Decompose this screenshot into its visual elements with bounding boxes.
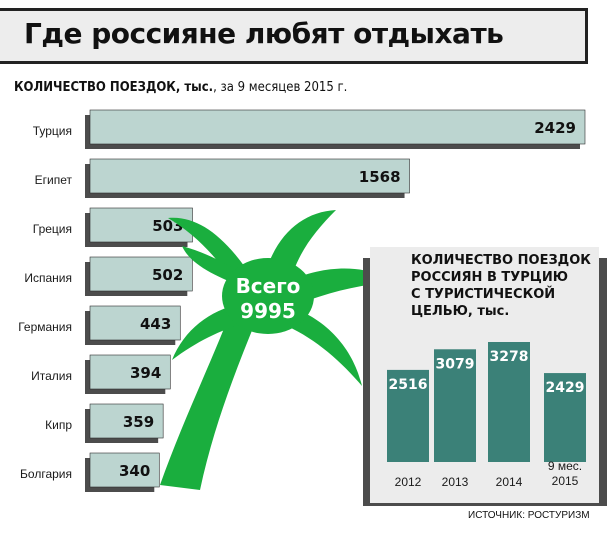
total-label-word: Всего — [236, 274, 301, 298]
total-label-value: 9995 — [240, 299, 296, 323]
inset-bar — [544, 373, 586, 462]
inset-title-line: РОССИЯН В ТУРЦИЮ — [411, 270, 568, 285]
category-label: Испания — [24, 271, 72, 285]
inset-category-label: 2013 — [442, 475, 469, 489]
subtitle-main: КОЛИЧЕСТВО ПОЕЗДОК, тыс. — [14, 80, 214, 95]
category-label: Германия — [18, 320, 72, 334]
bar — [89, 403, 164, 439]
palm-frond — [282, 306, 362, 386]
inset-value-label: 2429 — [546, 380, 585, 396]
value-label: 502 — [152, 266, 183, 284]
bar — [89, 305, 181, 341]
source-note: ИСТОЧНИК: РОСТУРИЗМ — [468, 510, 590, 521]
inset-bar — [387, 369, 429, 462]
subtitle-period: , за 9 месяцев 2015 г. — [213, 80, 348, 95]
inset-bar-group: 2516 2012 — [387, 369, 429, 489]
bar-row: Кипр 359 — [45, 403, 164, 443]
inset-category-label: 2015 — [552, 474, 579, 488]
category-label: Италия — [31, 369, 72, 383]
category-label: Греция — [33, 222, 72, 236]
value-label: 2429 — [534, 119, 576, 137]
chart-subtitle: КОЛИЧЕСТВО ПОЕЗДОК, тыс., за 9 месяцев 2… — [14, 80, 347, 95]
value-label: 394 — [130, 364, 161, 382]
bar-row: Болгария 340 — [20, 452, 160, 492]
bar — [89, 207, 193, 243]
inset-category-label: 2014 — [496, 475, 523, 489]
category-label: Египет — [35, 173, 73, 187]
bar-row: Греция 503 — [33, 207, 193, 247]
category-label: Болгария — [20, 467, 72, 481]
inset-bar — [434, 349, 476, 462]
total-label: Всего 9995 — [236, 274, 301, 323]
inset-value-label: 3079 — [436, 356, 475, 372]
page-title: Где россияне любят отдыхать — [24, 17, 504, 50]
value-label: 443 — [140, 315, 171, 333]
inset-bar — [488, 342, 530, 462]
value-label: 1568 — [359, 168, 401, 186]
palm-tree-icon — [160, 210, 394, 490]
bar — [89, 109, 586, 145]
inset-title-line: КОЛИЧЕСТВО ПОЕЗДОК — [411, 253, 591, 268]
bar-row: Турция 2429 — [33, 109, 586, 149]
bar — [89, 158, 410, 194]
value-label: 359 — [123, 413, 154, 431]
bar-row: Испания 502 — [24, 256, 193, 296]
palm-crown — [222, 258, 314, 334]
bar-row: Германия 443 — [18, 305, 181, 345]
bar-row: Египет 1568 — [35, 158, 410, 198]
inset-value-label: 3278 — [490, 349, 529, 365]
main-bar-chart: Турция 2429 Египет 1568 Греция 503 Испания 502 Г… — [18, 109, 586, 492]
inset-category-label: 2012 — [395, 475, 422, 489]
inset-title-line: ЦЕЛЬЮ, тыс. — [411, 304, 509, 319]
category-label: Кипр — [45, 418, 72, 432]
bar — [89, 354, 171, 390]
inset-category-label: 9 мес. — [548, 459, 582, 473]
bar — [89, 256, 193, 292]
palm-trunk — [160, 300, 262, 490]
title-banner: Где россияне любят отдыхать — [0, 8, 588, 64]
value-label: 340 — [119, 462, 150, 480]
inset-title-line: С ТУРИСТИЧЕСКОЙ — [411, 286, 555, 302]
palm-frond — [172, 304, 248, 360]
inset-bar-group: 3079 2013 — [434, 349, 476, 489]
category-label: Турция — [33, 124, 72, 138]
inset-bar-group: 2429 9 мес.2015 — [544, 373, 586, 488]
bar-row: Италия 394 — [31, 354, 171, 394]
inset-bar-group: 3278 2014 — [488, 342, 530, 489]
bar — [89, 452, 160, 488]
inset-value-label: 2516 — [389, 377, 428, 393]
